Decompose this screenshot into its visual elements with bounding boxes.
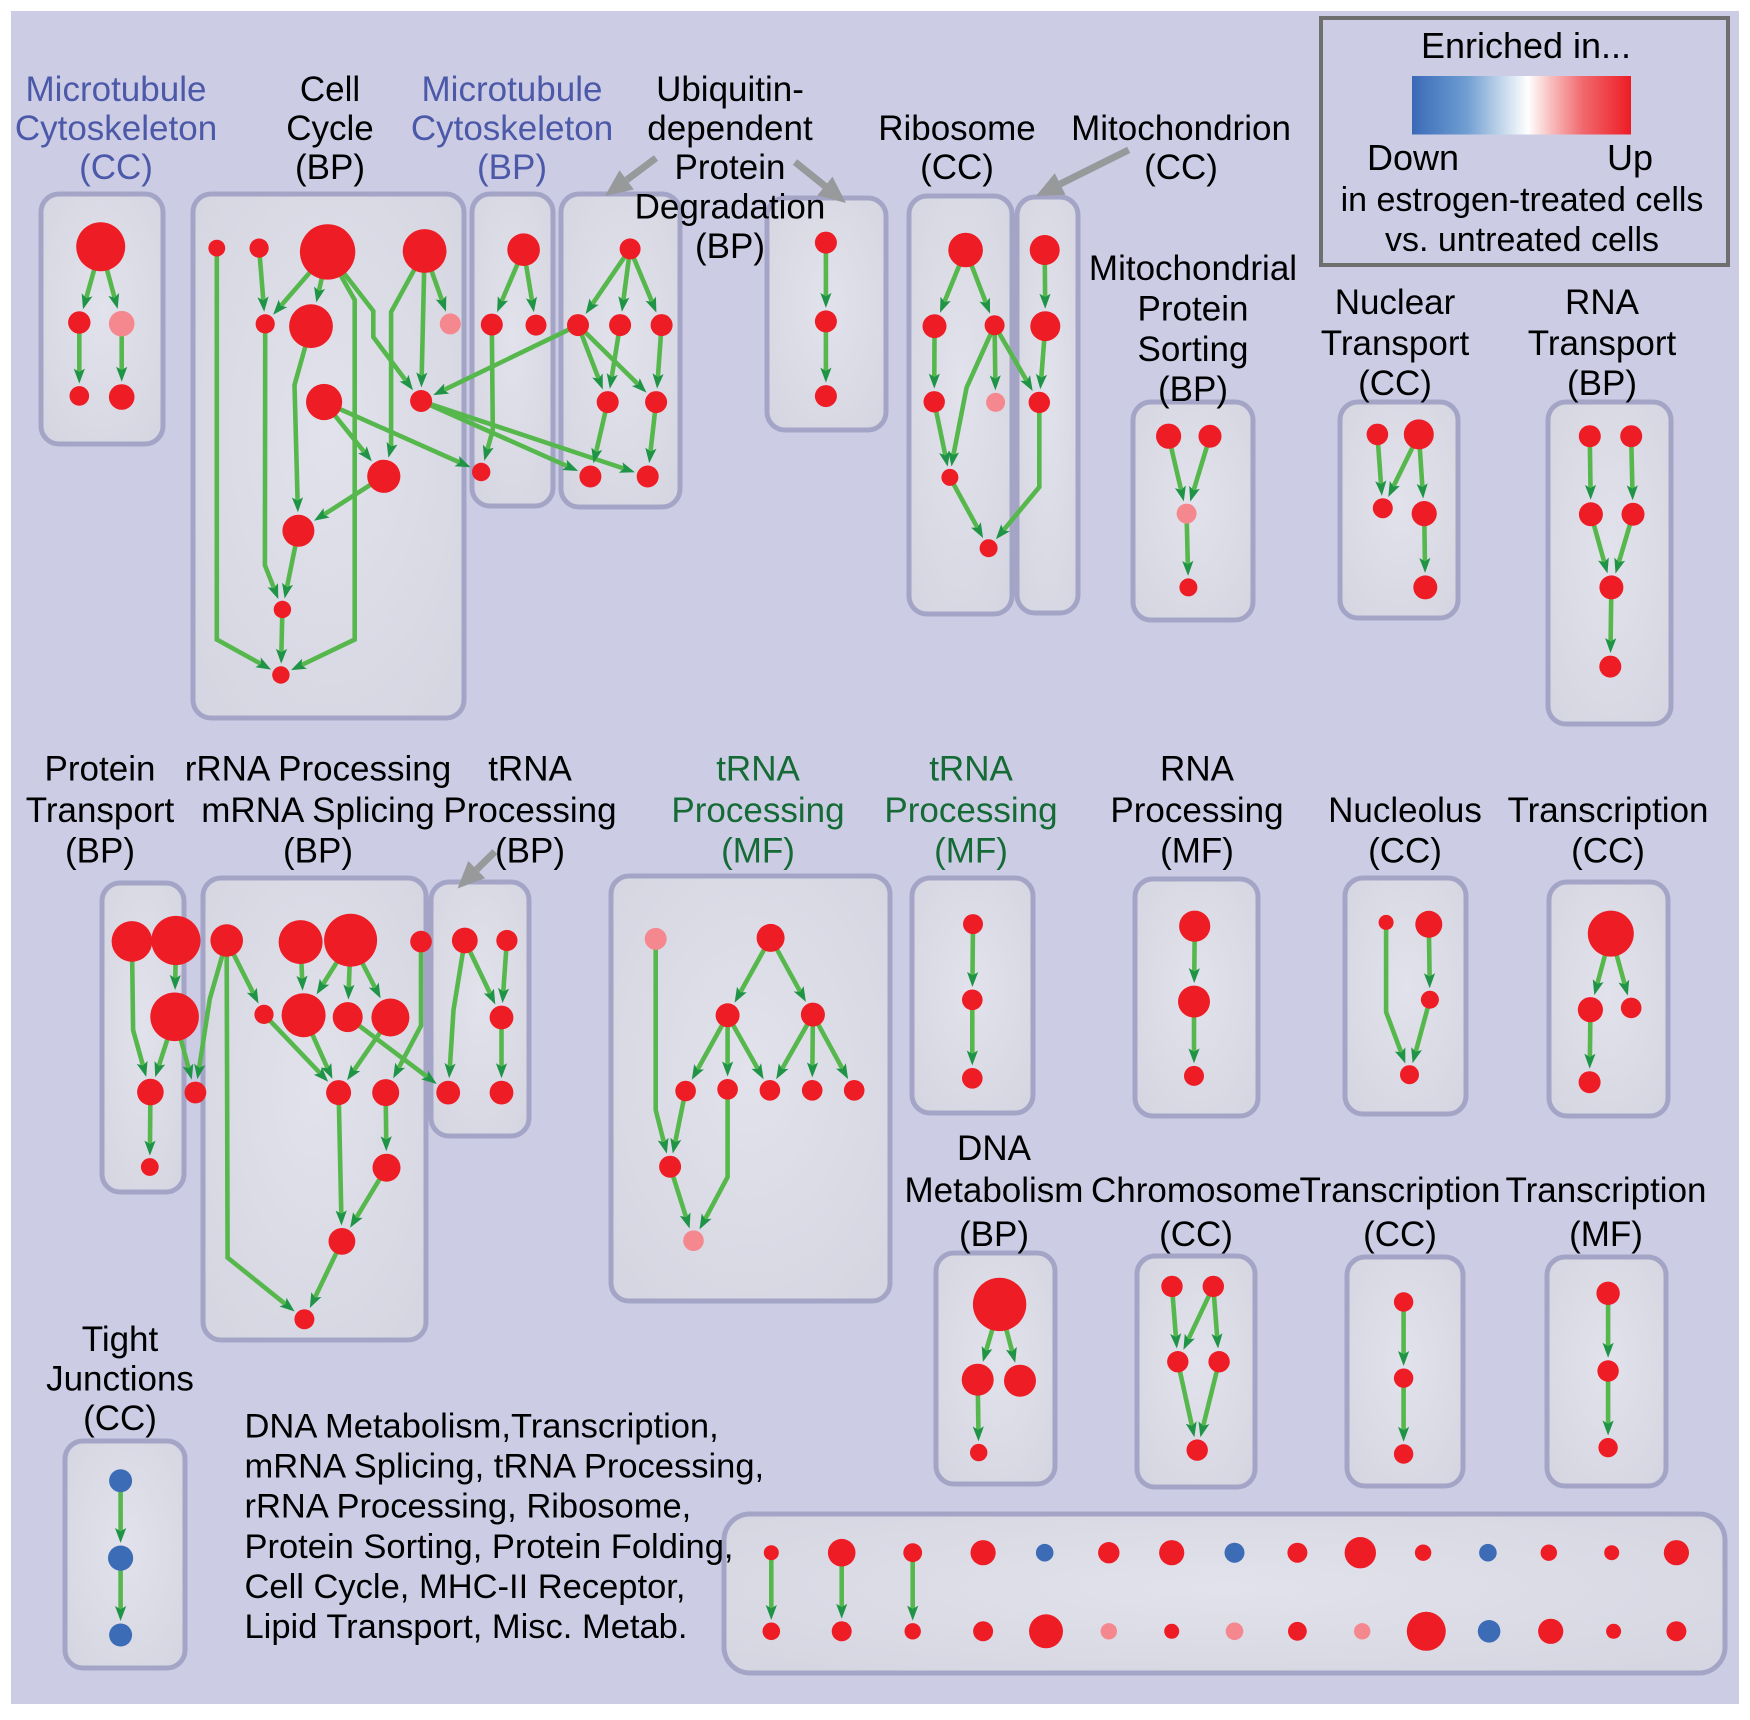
svg-text:(CC): (CC) xyxy=(83,1399,157,1438)
svg-text:Transcription: Transcription xyxy=(1508,791,1709,830)
svg-text:Cell Cycle, MHC-II Receptor,: Cell Cycle, MHC-II Receptor, xyxy=(245,1568,686,1606)
svg-text:tRNA: tRNA xyxy=(716,750,800,789)
svg-text:(CC): (CC) xyxy=(1358,364,1432,403)
svg-text:Processing: Processing xyxy=(671,791,844,830)
svg-text:RNA: RNA xyxy=(1160,750,1235,789)
svg-text:(BP): (BP) xyxy=(495,832,565,871)
svg-text:Protein Sorting, Protein Foldi: Protein Sorting, Protein Folding, xyxy=(245,1528,734,1566)
svg-text:(CC): (CC) xyxy=(1571,832,1645,871)
svg-text:(BP): (BP) xyxy=(695,227,765,266)
svg-text:(CC): (CC) xyxy=(1368,832,1442,871)
svg-text:Transport: Transport xyxy=(1528,324,1677,363)
svg-text:(BP): (BP) xyxy=(477,148,547,187)
svg-text:(CC): (CC) xyxy=(920,148,994,187)
svg-text:Ubiquitin-: Ubiquitin- xyxy=(656,70,804,109)
svg-text:Sorting: Sorting xyxy=(1138,330,1249,369)
svg-text:Processing: Processing xyxy=(1110,791,1283,830)
svg-text:tRNA: tRNA xyxy=(929,750,1013,789)
svg-text:in estrogen-treated cells: in estrogen-treated cells xyxy=(1341,181,1704,219)
svg-text:rRNA Processing, Ribosome,: rRNA Processing, Ribosome, xyxy=(245,1488,692,1526)
svg-text:(BP): (BP) xyxy=(1567,364,1637,403)
svg-text:Enriched in...: Enriched in... xyxy=(1421,25,1631,66)
svg-text:Chromosome: Chromosome xyxy=(1091,1171,1301,1210)
svg-text:Mitochondrion: Mitochondrion xyxy=(1071,109,1291,148)
svg-text:Processing: Processing xyxy=(443,791,616,830)
svg-text:Cycle: Cycle xyxy=(286,109,374,148)
svg-text:tRNA: tRNA xyxy=(488,750,572,789)
svg-text:Tight: Tight xyxy=(82,1320,159,1359)
svg-text:Protein: Protein xyxy=(45,750,156,789)
svg-text:Microtubule: Microtubule xyxy=(422,70,603,109)
svg-text:Nucleolus: Nucleolus xyxy=(1328,791,1482,830)
svg-text:Mitochondrial: Mitochondrial xyxy=(1089,249,1297,288)
svg-text:(CC): (CC) xyxy=(1159,1215,1233,1254)
svg-text:Protein: Protein xyxy=(1138,290,1249,329)
svg-text:Up: Up xyxy=(1607,137,1653,178)
svg-text:(CC): (CC) xyxy=(1144,148,1218,187)
svg-text:mRNA Splicing: mRNA Splicing xyxy=(201,791,434,830)
svg-text:Transcription: Transcription xyxy=(1506,1171,1707,1210)
svg-text:Protein: Protein xyxy=(675,148,786,187)
svg-text:Lipid Transport, Misc. Metab.: Lipid Transport, Misc. Metab. xyxy=(245,1608,688,1646)
svg-text:(BP): (BP) xyxy=(65,832,135,871)
svg-text:Cytoskeleton: Cytoskeleton xyxy=(411,109,613,148)
svg-text:rRNA Processing: rRNA Processing xyxy=(185,750,451,789)
svg-text:Cytoskeleton: Cytoskeleton xyxy=(15,109,217,148)
svg-text:Degradation: Degradation xyxy=(635,188,826,227)
svg-text:(BP): (BP) xyxy=(283,832,353,871)
svg-text:Processing: Processing xyxy=(884,791,1057,830)
svg-text:vs. untreated cells: vs. untreated cells xyxy=(1385,221,1659,259)
svg-text:dependent: dependent xyxy=(647,109,813,148)
svg-text:Junctions: Junctions xyxy=(46,1360,194,1399)
svg-text:Transport: Transport xyxy=(1321,324,1470,363)
svg-text:Metabolism: Metabolism xyxy=(905,1171,1084,1210)
svg-text:(CC): (CC) xyxy=(1363,1215,1437,1254)
svg-text:RNA: RNA xyxy=(1565,283,1640,322)
svg-text:(MF): (MF) xyxy=(1160,832,1234,871)
svg-text:mRNA Splicing, tRNA Processing: mRNA Splicing, tRNA Processing, xyxy=(245,1448,765,1486)
svg-text:Transport: Transport xyxy=(26,791,175,830)
svg-text:(CC): (CC) xyxy=(79,148,153,187)
svg-text:Down: Down xyxy=(1367,137,1459,178)
svg-text:Transcription: Transcription xyxy=(1300,1171,1501,1210)
svg-text:DNA: DNA xyxy=(957,1129,1032,1168)
svg-text:(BP): (BP) xyxy=(959,1215,1029,1254)
svg-text:(MF): (MF) xyxy=(721,832,795,871)
svg-text:Nuclear: Nuclear xyxy=(1335,283,1456,322)
svg-text:Ribosome: Ribosome xyxy=(878,109,1036,148)
svg-text:(MF): (MF) xyxy=(934,832,1008,871)
svg-text:DNA Metabolism,Transcription,: DNA Metabolism,Transcription, xyxy=(245,1408,719,1446)
svg-text:Cell: Cell xyxy=(300,70,360,109)
svg-text:(BP): (BP) xyxy=(1158,370,1228,409)
svg-text:Microtubule: Microtubule xyxy=(26,70,207,109)
svg-text:(MF): (MF) xyxy=(1569,1215,1643,1254)
svg-text:(BP): (BP) xyxy=(295,148,365,187)
